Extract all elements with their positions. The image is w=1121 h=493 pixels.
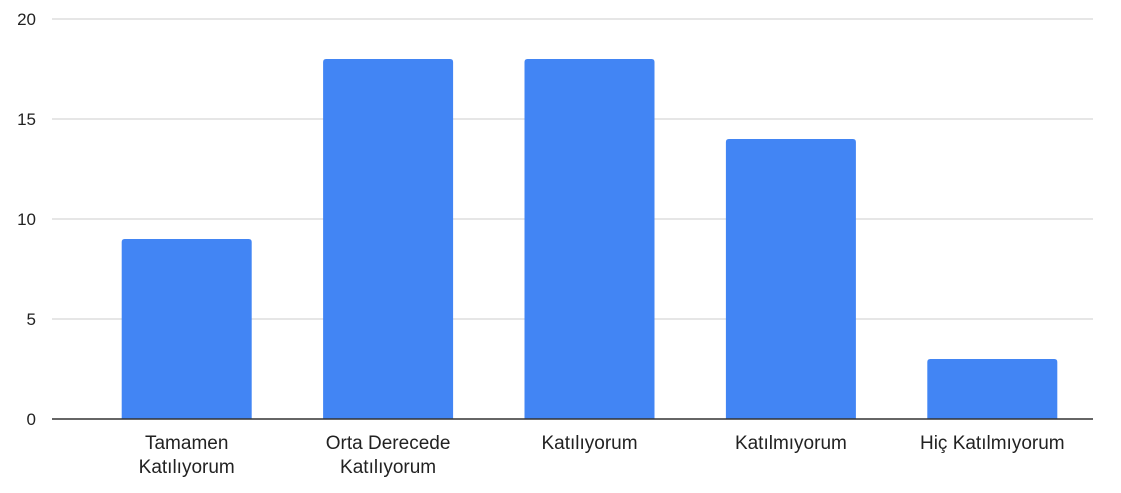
x-tick-label-line: Katılmıyorum — [735, 433, 847, 454]
x-tick-label-line: Katılıyorum — [541, 433, 637, 454]
x-tick-label-line: Katılıyorum — [340, 457, 436, 478]
x-tick-label-line: Hiç Katılmıyorum — [920, 433, 1065, 454]
x-axis-ticks: Tamamen Katılıyorum Orta Derecede Katılıyor… — [139, 433, 1065, 478]
x-tick-label-line: Orta Derecede — [326, 433, 451, 454]
x-tick-label: Katılmıyorum — [735, 433, 847, 454]
x-tick-label-line: Katılıyorum — [139, 457, 235, 478]
y-tick-label: 20 — [17, 10, 36, 29]
y-axis-ticks: 0 5 10 15 20 — [17, 10, 36, 429]
bar — [524, 59, 655, 419]
bar — [323, 59, 454, 419]
x-tick-label: Tamamen Katılıyorum — [139, 433, 235, 478]
x-tick-label: Katılıyorum — [541, 433, 637, 454]
bar — [121, 239, 252, 419]
x-tick-label-line: Tamamen — [145, 433, 228, 454]
bar — [927, 359, 1058, 419]
y-tick-label: 15 — [17, 110, 36, 129]
y-tick-label: 0 — [27, 410, 36, 429]
y-tick-label: 10 — [17, 210, 36, 229]
x-tick-label: Orta Derecede Katılıyorum — [326, 433, 451, 478]
y-tick-label: 5 — [27, 310, 36, 329]
bar — [725, 139, 856, 419]
bars — [121, 59, 1058, 419]
x-tick-label: Hiç Katılmıyorum — [920, 433, 1065, 454]
